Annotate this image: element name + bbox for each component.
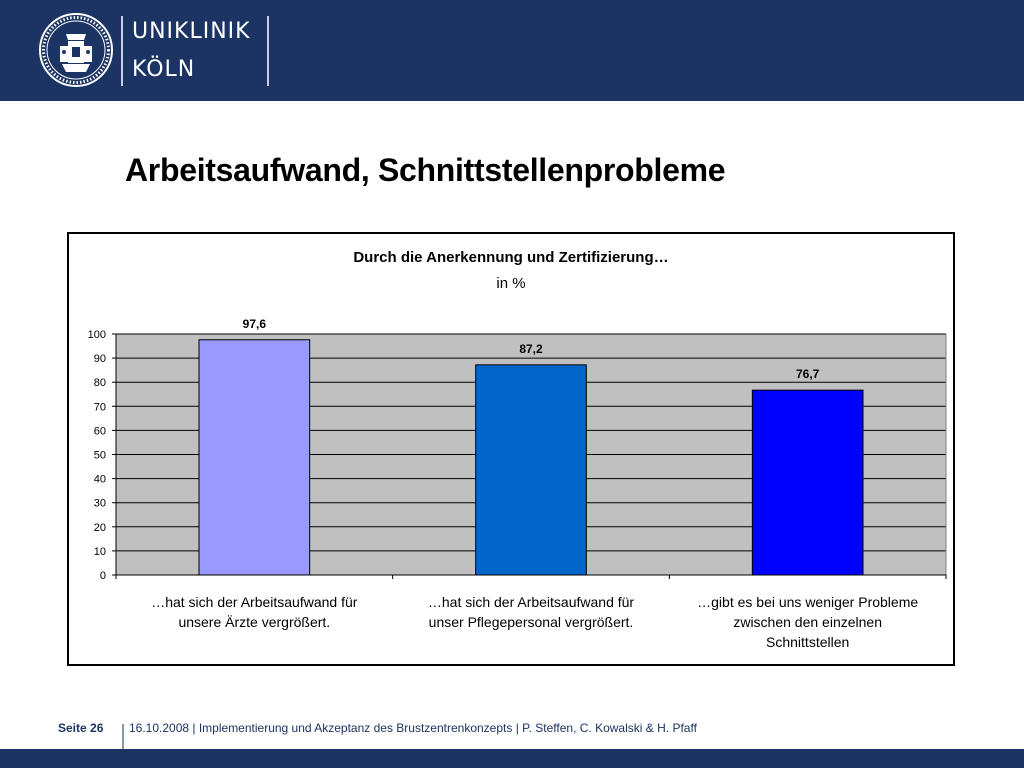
brand-name-line1: UNIKLINIK xyxy=(132,19,251,44)
category-label-line: Schnittstellen xyxy=(766,634,850,650)
header-bar: UNIKLINIK KÖLN xyxy=(0,0,1024,101)
y-tick-label: 30 xyxy=(94,498,106,510)
footer-page-number: Seite 26 xyxy=(58,721,104,735)
data-label: 87,2 xyxy=(519,342,543,356)
bar xyxy=(475,364,587,576)
university-seal-logo xyxy=(39,13,113,87)
category-label-line: unser Pflegepersonal vergrößert. xyxy=(428,614,634,630)
y-tick-label: 20 xyxy=(94,522,106,534)
footer-bar xyxy=(0,749,1024,768)
category-label-line: zwischen den einzelnen xyxy=(733,614,882,630)
y-tick-label: 0 xyxy=(100,570,106,582)
y-tick-label: 10 xyxy=(94,546,106,558)
category-label-line: …hat sich der Arbeitsaufwand für xyxy=(151,594,358,610)
chart-plot: 0 10 20 30 40 50 60 70 80 90 100 97,6 87,2 76,7 xyxy=(88,317,947,582)
data-label: 76,7 xyxy=(796,367,820,381)
category-label-line: …hat sich der Arbeitsaufwand für xyxy=(427,594,635,610)
chart-title: Durch die Anerkennung und Zertifizierung… xyxy=(353,249,669,266)
footer-divider xyxy=(122,724,124,768)
bar xyxy=(751,389,864,576)
y-tick-label: 40 xyxy=(94,474,106,486)
category-label-line: …gibt es bei uns weniger Probleme xyxy=(697,594,919,610)
slide-title: Arbeitsaufwand, Schnittstellenprobleme xyxy=(125,152,726,188)
bar xyxy=(198,339,311,576)
y-tick-label: 80 xyxy=(94,377,106,389)
y-tick-label: 50 xyxy=(94,450,106,462)
category-label: …hat sich der Arbeitsaufwand für unsere Ä… xyxy=(124,592,384,632)
bar-chart: Durch die Anerkennung und Zertifizierung… xyxy=(67,232,955,666)
category-label: …hat sich der Arbeitsaufwand für unser Pf… xyxy=(401,592,661,632)
footer-citation: 16.10.2008 | Implementierung und Akzepta… xyxy=(129,721,697,735)
y-tick-label: 90 xyxy=(94,353,106,365)
category-label-line: unsere Ärzte vergrößert. xyxy=(178,614,331,630)
chart-subtitle: in % xyxy=(496,275,526,292)
y-tick-label: 70 xyxy=(94,401,106,413)
category-label: …gibt es bei uns weniger Probleme zwische… xyxy=(678,592,938,652)
y-tick-label: 100 xyxy=(88,329,106,341)
header-divider xyxy=(267,16,269,86)
y-tick-label: 60 xyxy=(94,425,106,437)
header-divider xyxy=(121,16,123,86)
data-label: 97,6 xyxy=(243,317,267,331)
brand-name-line2: KÖLN xyxy=(132,57,196,82)
